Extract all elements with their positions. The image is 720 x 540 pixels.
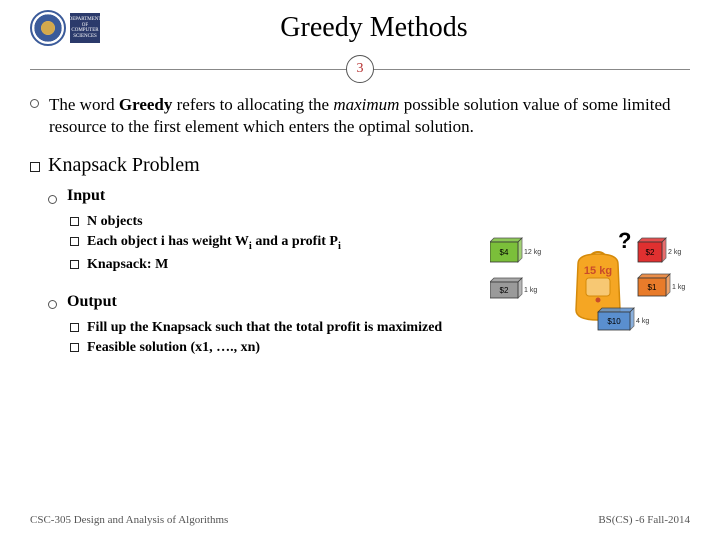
page-indicator: 3	[30, 54, 690, 84]
svg-text:$1: $1	[648, 283, 657, 292]
slide-container: DEPARTMENT OF COMPUTER SCIENCES Greedy M…	[0, 0, 720, 540]
intro-prefix: The word	[49, 95, 119, 114]
svg-text:$4: $4	[500, 248, 509, 257]
output-item-text: Feasible solution (x1, …., xn)	[87, 339, 260, 357]
input-item-text: Each object i has weight W i and a profit…	[87, 233, 341, 253]
section-heading: Knapsack Problem	[30, 152, 690, 178]
department-logo-icon: DEPARTMENT OF COMPUTER SCIENCES	[70, 13, 100, 43]
output-label: Output	[67, 292, 117, 313]
txt: and a profit P	[252, 234, 338, 249]
intro-maximum: maximum	[333, 95, 399, 114]
footer-left: CSC-305 Design and Analysis of Algorithm…	[30, 514, 228, 526]
svg-text:2 kg: 2 kg	[668, 249, 681, 256]
header: DEPARTMENT OF COMPUTER SCIENCES Greedy M…	[30, 10, 690, 46]
txt: Each object i has weight W	[87, 234, 249, 249]
svg-text:4 kg: 4 kg	[636, 318, 649, 325]
input-label: Input	[67, 186, 105, 207]
svg-text:$2: $2	[500, 286, 509, 295]
sub: i	[338, 241, 341, 252]
output-item-text: Fill up the Knapsack such that the total…	[87, 319, 442, 337]
checkbox-bullet-icon	[70, 343, 79, 352]
question-icon: ?	[618, 230, 631, 253]
square-bullet-icon	[30, 162, 40, 172]
logo-group: DEPARTMENT OF COMPUTER SCIENCES	[30, 10, 100, 46]
knapsack-svg: ? 15 kg $4 12 kg $2 1 kg $2 2 kg $1 1 kg $10 4 kg	[490, 230, 690, 340]
page-number: 3	[346, 55, 374, 83]
intro-text: The word Greedy refers to allocating the…	[49, 94, 690, 138]
footer: CSC-305 Design and Analysis of Algorithm…	[30, 514, 690, 526]
svg-text:1 kg: 1 kg	[524, 287, 537, 294]
output-item: Feasible solution (x1, …., xn)	[70, 339, 690, 357]
svg-text:$2: $2	[646, 248, 655, 257]
svg-text:1 kg: 1 kg	[672, 284, 685, 291]
checkbox-bullet-icon	[70, 260, 79, 269]
input-heading: Input	[48, 186, 690, 207]
intro-mid1: refers to allocating the	[172, 95, 333, 114]
circle-bullet-icon	[48, 195, 57, 204]
university-logo-icon	[30, 10, 66, 46]
footer-right: BS(CS) -6 Fall-2014	[598, 514, 690, 526]
circle-bullet-icon	[48, 300, 57, 309]
svg-text:$10: $10	[607, 317, 621, 326]
checkbox-bullet-icon	[70, 323, 79, 332]
input-item: N objects	[70, 213, 690, 231]
section-label: Knapsack Problem	[48, 152, 200, 178]
input-item-text: N objects	[87, 213, 143, 231]
bag-capacity: 15 kg	[584, 265, 612, 277]
knapsack-illustration: ? 15 kg $4 12 kg $2 1 kg $2 2 kg $1 1 kg $10 4 kg	[490, 230, 690, 340]
svg-text:12 kg: 12 kg	[524, 249, 541, 256]
checkbox-bullet-icon	[70, 237, 79, 246]
circle-bullet-icon	[30, 99, 39, 108]
intro-greedy: Greedy	[119, 95, 173, 114]
checkbox-bullet-icon	[70, 217, 79, 226]
input-item-text: Knapsack: M	[87, 256, 168, 274]
intro-bullet: The word Greedy refers to allocating the…	[30, 94, 690, 138]
slide-title: Greedy Methods	[108, 12, 690, 44]
